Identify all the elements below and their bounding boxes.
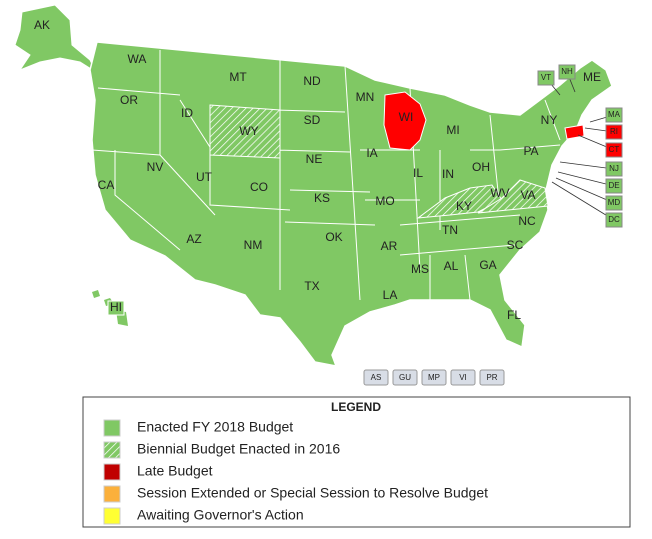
legend-label: Awaiting Governor's Action [137, 507, 304, 523]
callouts: VT NH MA RI CT NJ DE MD DC AS GU MP VI PR [363, 64, 623, 386]
state-label: ME [583, 70, 601, 84]
legend-label: Biennial Budget Enacted in 2016 [137, 441, 340, 457]
state-label: PA [523, 144, 538, 158]
state-label: ID [181, 106, 193, 120]
alaska-shape [14, 4, 98, 74]
callout-label: MD [608, 198, 621, 207]
territory-button[interactable] [392, 369, 418, 386]
state-label: SD [304, 113, 321, 127]
legend-box [82, 396, 631, 528]
state-label: CA [98, 178, 115, 192]
state-label: WI [399, 110, 414, 124]
callout-box [558, 64, 576, 80]
callout-label: VT [541, 73, 551, 82]
callout-box [605, 178, 623, 194]
legend-swatch [103, 441, 121, 459]
territory-label: AS [371, 373, 382, 382]
legend-swatch [103, 419, 121, 437]
territory-label: VI [459, 373, 467, 382]
callout-label: NJ [609, 164, 619, 173]
territory-button[interactable] [450, 369, 476, 386]
callout-box [605, 195, 623, 211]
state-shape [477, 179, 549, 214]
state-label: SC [507, 238, 524, 252]
state-label: IN [442, 167, 454, 181]
legend-label: Session Extended or Special Session to R… [137, 485, 488, 501]
state-label: WV [490, 186, 509, 200]
state-label: UT [196, 170, 213, 184]
legend-swatch [103, 463, 121, 481]
state-shape [416, 184, 503, 219]
label-box [107, 300, 125, 316]
state-label: TX [304, 279, 319, 293]
callout-label: DE [608, 181, 619, 190]
state-shape [383, 91, 427, 151]
territory-button[interactable] [479, 369, 505, 386]
legend-label: Late Budget [137, 463, 213, 479]
state-borders [91, 50, 561, 301]
state-label: FL [507, 308, 521, 322]
legend-title: LEGEND [331, 400, 381, 414]
state-label: CO [250, 180, 268, 194]
state-label: OH [472, 160, 490, 174]
state-label: NC [518, 214, 536, 228]
state-label: WA [128, 52, 147, 66]
state-label: AL [444, 259, 459, 273]
state-label: LA [383, 288, 398, 302]
state-label: WY [239, 124, 258, 138]
state-label: NY [541, 113, 558, 127]
state-label: AZ [186, 232, 201, 246]
state-label: MS [411, 262, 429, 276]
leader-line [551, 181, 615, 221]
state-label: OR [120, 93, 138, 107]
state-label: NM [244, 238, 263, 252]
state-label: NE [306, 152, 323, 166]
callout-box [605, 212, 623, 228]
state-label: MO [375, 194, 394, 208]
legend-swatch [103, 485, 121, 503]
state-label: KS [314, 191, 330, 205]
territory-label: GU [399, 373, 411, 382]
territory-label: MP [428, 373, 440, 382]
state-label: MT [229, 70, 247, 84]
callout-box [605, 124, 623, 140]
state-label: HI [110, 300, 122, 314]
state-label: IL [413, 166, 423, 180]
legend-swatch [103, 507, 121, 525]
callout-label: CT [609, 145, 620, 154]
territory-label: PR [486, 373, 497, 382]
state-label: NV [147, 160, 164, 174]
state-label: KY [456, 199, 472, 213]
leader-line [559, 161, 615, 170]
callout-box [537, 70, 555, 86]
leader-line [555, 177, 615, 204]
state-label: MI [446, 123, 459, 137]
callout-box [605, 142, 623, 158]
state-label: VA [520, 188, 535, 202]
state-label: MN [356, 90, 375, 104]
leader-line [557, 171, 615, 187]
callout-label: MA [608, 110, 621, 119]
territory-button[interactable] [363, 369, 389, 386]
state-label: AK [34, 18, 50, 32]
state-label: GA [479, 258, 496, 272]
legend-label: Enacted FY 2018 Budget [137, 419, 293, 435]
callout-box [605, 107, 623, 123]
state-label: ND [303, 74, 321, 88]
hawaii-shape [92, 290, 100, 298]
state-label: TN [442, 223, 458, 237]
state-label: IA [366, 146, 377, 160]
territory-button[interactable] [421, 369, 447, 386]
state-shape [564, 124, 585, 140]
callout-label: DC [608, 215, 620, 224]
state-label: OK [325, 230, 342, 244]
state-shape [209, 104, 281, 159]
callout-box [605, 161, 623, 177]
callout-label: NH [561, 67, 573, 76]
callout-label: RI [610, 127, 618, 136]
state-label: AR [381, 239, 398, 253]
